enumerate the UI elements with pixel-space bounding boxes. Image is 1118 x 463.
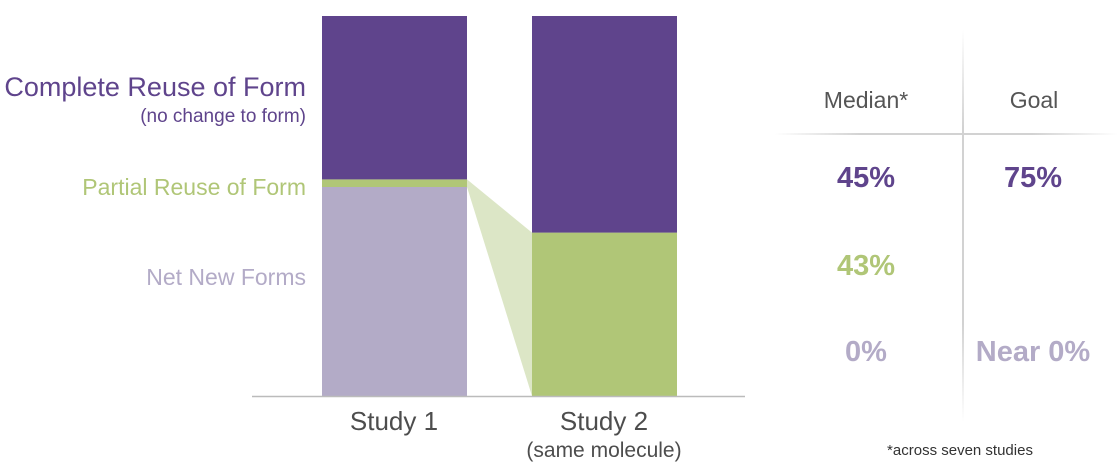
footnote: *across seven studies [887, 442, 1033, 459]
legend-net-new: Net New Forms [146, 264, 306, 290]
goal-new-value: Near 0% [975, 336, 1091, 368]
bar-study-1-partial-reuse-of-form [322, 179, 467, 187]
legend-partial-reuse: Partial Reuse of Form [82, 174, 306, 200]
bar-study-1-net-new-forms [322, 187, 467, 396]
stacked-bar-chart [252, 16, 745, 398]
table-divider-vertical [962, 30, 964, 422]
bar-study-2-complete-reuse-of-form [532, 16, 677, 233]
x-label-study-2-subtitle: (same molecule) [526, 439, 682, 462]
partial-reuse-connector [467, 179, 532, 396]
bar-study-1-complete-reuse-of-form [322, 16, 467, 180]
legend-complete-reuse: Complete Reuse of Form [4, 72, 306, 102]
goal-complete-value: 75% [1003, 162, 1063, 194]
median-complete-value: 45% [836, 162, 896, 194]
table-header-goal: Goal [1009, 87, 1059, 113]
x-label-study-2: Study 2 [559, 406, 649, 436]
table-divider-horizontal [775, 133, 1118, 135]
table-header-median: Median* [823, 87, 909, 113]
x-label-study-1: Study 1 [349, 406, 439, 436]
median-partial-value: 43% [836, 250, 896, 282]
median-new-value: 0% [845, 336, 887, 368]
legend-complete-reuse-subtitle: (no change to form) [140, 106, 306, 127]
bar-study-2-partial-reuse-of-form [532, 232, 677, 396]
